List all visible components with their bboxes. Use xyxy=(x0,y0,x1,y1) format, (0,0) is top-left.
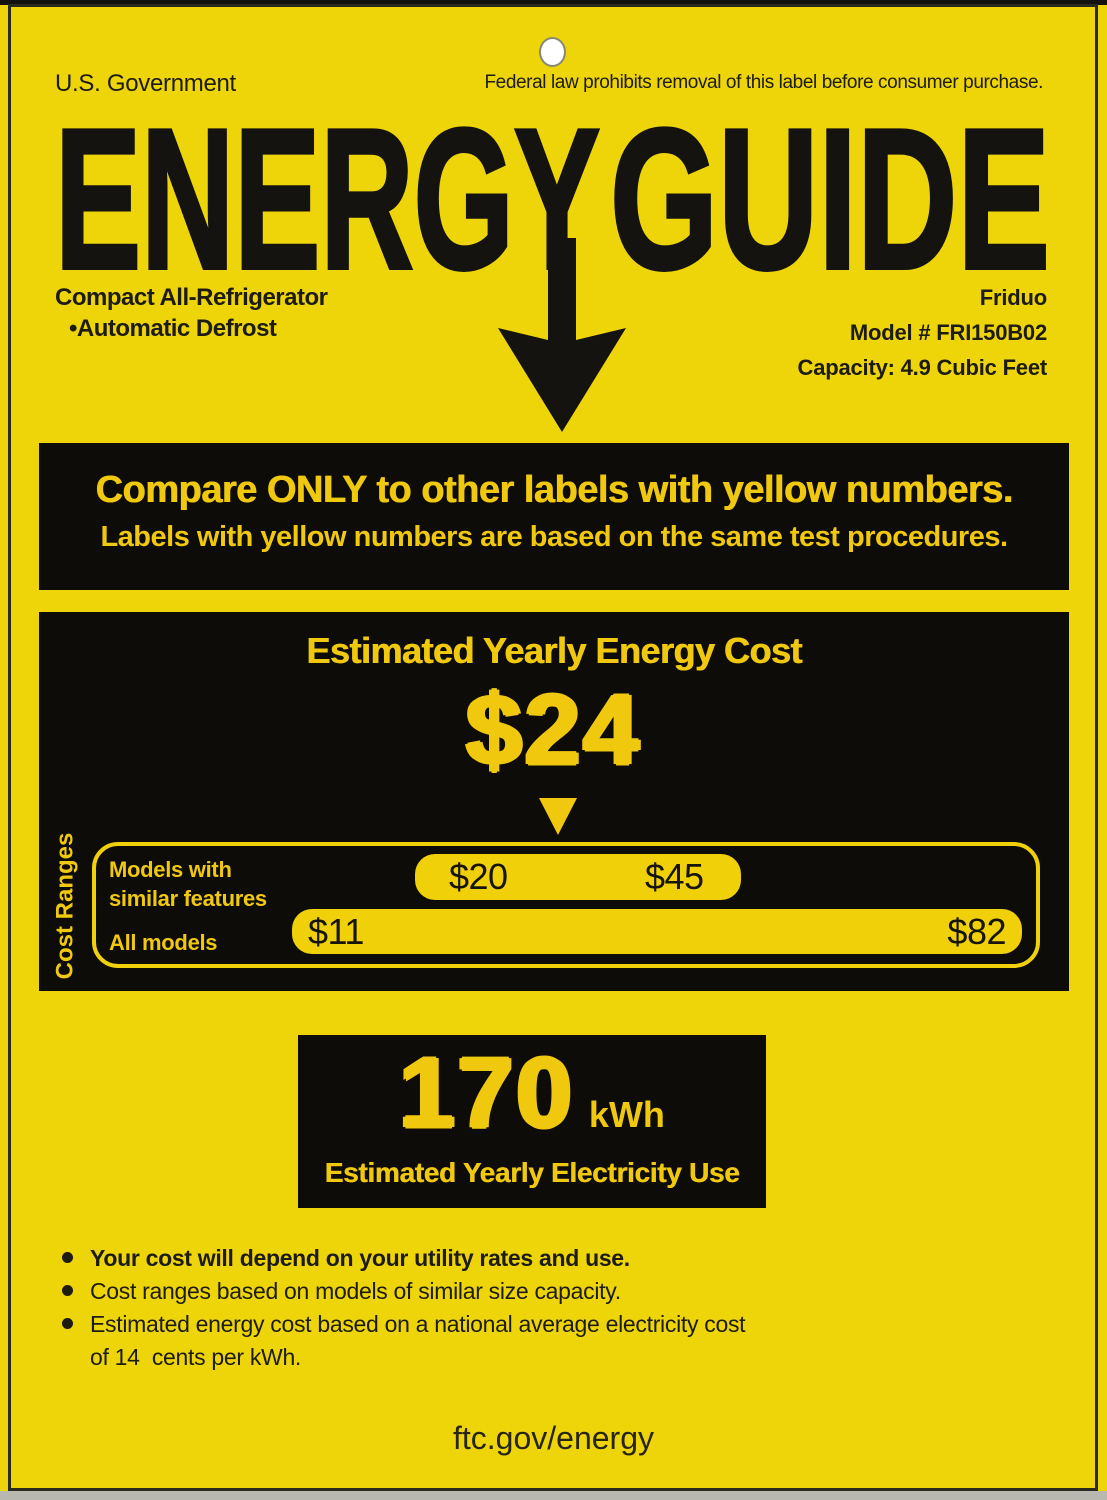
ftc-url: ftc.gov/energy xyxy=(453,1420,654,1456)
electricity-use-box: 170 kWh Estimated Yearly Electricity Use xyxy=(298,1035,766,1208)
federal-law-notice: Federal law prohibits removal of this la… xyxy=(484,72,1043,93)
logo-down-arrow-icon xyxy=(498,238,626,432)
similar-models-label-line1: Models with xyxy=(109,857,232,882)
electricity-use-line: 170 kWh xyxy=(298,1041,766,1146)
footnote-item: Estimated energy cost based on a nationa… xyxy=(62,1308,842,1374)
cost-ranges-axis-label: Cost Ranges xyxy=(51,832,79,980)
footnote-item: Your cost will depend on your utility ra… xyxy=(62,1242,842,1275)
footnotes: Your cost will depend on your utility ra… xyxy=(62,1242,842,1374)
kwh-value: 170 xyxy=(399,1037,575,1149)
logo-word-energy: ENERGY xyxy=(55,108,600,311)
similar-models-range-bar: $20 $45 xyxy=(415,854,741,900)
capacity-text: Capacity: 4.9 Cubic Feet xyxy=(797,355,1048,380)
logo-word-guide: GUIDE xyxy=(610,108,1050,311)
footnote-item: Cost ranges based on models of similar s… xyxy=(62,1275,842,1308)
electricity-use-caption: Estimated Yearly Electricity Use xyxy=(324,1157,740,1188)
product-description: Compact All-Refrigerator •Automatic Defr… xyxy=(55,282,328,344)
cost-ranges-outline xyxy=(92,842,1040,968)
similar-models-label-line2: similar features xyxy=(109,886,267,911)
footnote-text: Estimated energy cost based on a nationa… xyxy=(90,1311,746,1370)
compare-banner: Compare ONLY to other labels with yellow… xyxy=(39,443,1069,590)
all-models-label: All models xyxy=(109,930,218,955)
product-feature: •Automatic Defrost xyxy=(69,315,277,342)
compare-headline: Compare ONLY to other labels with yellow… xyxy=(95,469,1013,511)
yearly-energy-cost-box: Estimated Yearly Energy Cost $24 Cost Ra… xyxy=(39,612,1069,991)
similar-models-label: Models with similar features xyxy=(109,855,267,913)
footnote-text: Cost ranges based on models of similar s… xyxy=(90,1278,621,1304)
footnote-text: Your cost will depend on your utility ra… xyxy=(90,1245,630,1271)
us-government-text: U.S. Government xyxy=(55,70,236,97)
all-range-max: $82 xyxy=(947,911,1006,952)
bullet-icon xyxy=(62,1318,73,1329)
similar-range-min: $20 xyxy=(449,856,508,897)
kwh-unit: kWh xyxy=(588,1094,665,1135)
energyguide-logo: ENERGY GUIDE xyxy=(53,108,1052,432)
bullet-icon xyxy=(62,1252,73,1263)
cost-ranges-axis: Cost Ranges xyxy=(39,833,91,980)
brand-name: Friduo xyxy=(979,285,1047,310)
all-models-range-bar: $11 $82 xyxy=(292,909,1022,954)
brand-block: Friduo Model # FRI150B02 Capacity: 4.9 C… xyxy=(798,280,1048,385)
label-bottom-edge xyxy=(0,1491,1107,1500)
product-type: Compact All-Refrigerator xyxy=(55,284,328,311)
cost-pointer-triangle-icon xyxy=(539,798,577,835)
label-top-edge xyxy=(0,0,1107,5)
bullet-icon xyxy=(62,1285,73,1296)
similar-range-max: $45 xyxy=(645,856,704,897)
punch-hole xyxy=(539,37,566,67)
model-number: Model # FRI150B02 xyxy=(849,320,1047,345)
cost-box-title: Estimated Yearly Energy Cost xyxy=(306,630,802,671)
estimated-yearly-cost-value: $24 xyxy=(466,674,642,786)
compare-subline: Labels with yellow numbers are based on … xyxy=(100,520,1008,553)
all-range-min: $11 xyxy=(308,911,364,952)
